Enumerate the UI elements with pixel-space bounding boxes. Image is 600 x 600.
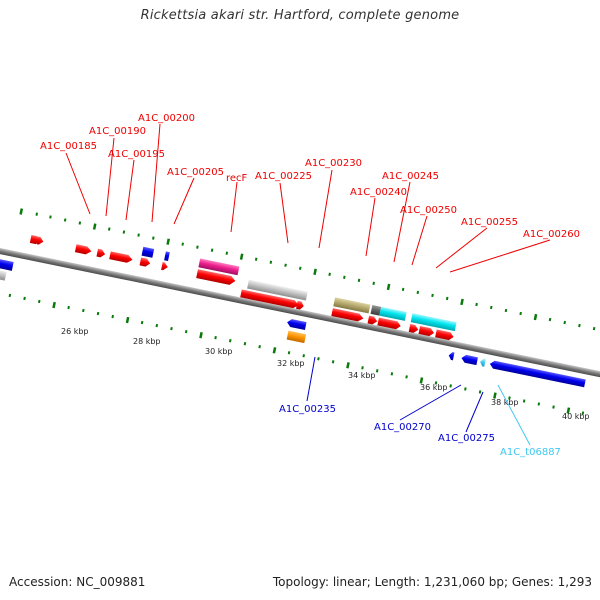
gene-arrow[interactable] (96, 248, 106, 258)
gene-arrow[interactable] (377, 317, 401, 330)
gene-labels-top: A1C_00185 A1C_00190 A1C_00195 A1C_00200 … (40, 113, 580, 240)
genome-backbone (0, 243, 600, 383)
gene-label[interactable]: A1C_00195 (108, 149, 165, 160)
gene-label[interactable]: A1C_00270 (374, 422, 431, 433)
gene-label[interactable]: A1C_00225 (255, 171, 312, 182)
gene-arrow[interactable] (418, 326, 434, 337)
gene-labels-bottom: A1C_00235 A1C_00270 A1C_00275 A1C_t06887 (279, 404, 561, 458)
gene-label[interactable]: A1C_00275 (438, 433, 495, 444)
feature-blue[interactable] (164, 251, 170, 262)
accession-text: Accession: NC_009881 (9, 575, 146, 589)
feature-magenta[interactable] (198, 258, 240, 276)
tick-label: 38 kbp (491, 398, 519, 407)
feature-cyan[interactable] (379, 306, 407, 321)
tick-label: 40 kbp (562, 412, 590, 421)
gene-label[interactable]: A1C_00255 (461, 217, 518, 228)
feature-dark-grey[interactable] (370, 305, 382, 316)
gene-label[interactable]: A1C_00205 (167, 167, 224, 178)
gene-label[interactable]: A1C_00250 (400, 205, 457, 216)
gene-arrow[interactable] (74, 244, 92, 255)
tick-label: 30 kbp (205, 347, 233, 356)
gene-label[interactable]: A1C_00190 (89, 126, 146, 137)
gene-leader-lines-top (65, 123, 551, 273)
feature-grey[interactable] (247, 279, 308, 301)
gene-arrow-reverse[interactable] (489, 360, 586, 388)
topology-summary: Topology: linear; Length: 1,231,060 bp; … (272, 575, 592, 589)
feature-blue[interactable] (141, 246, 155, 258)
reverse-strand-row (0, 256, 586, 388)
feature-khaki[interactable] (333, 297, 371, 314)
trna-arrow-reverse[interactable] (479, 358, 486, 367)
gene-label[interactable]: A1C_00185 (40, 141, 97, 152)
map-frame (0, 208, 600, 415)
gene-arrow[interactable] (36, 236, 44, 245)
gene-leader-lines-bottom (306, 356, 531, 446)
gene-label[interactable]: A1C_00260 (523, 229, 580, 240)
tick-label: 36 kbp (420, 383, 448, 392)
feature-grey[interactable] (0, 267, 7, 281)
gene-label[interactable]: A1C_00235 (279, 404, 336, 415)
tick-label: 32 kbp (277, 359, 305, 368)
gene-arrow[interactable] (240, 289, 299, 309)
gene-arrow-reverse[interactable] (448, 351, 455, 361)
gene-arrow[interactable] (331, 308, 364, 322)
gene-label[interactable]: A1C_t06887 (500, 447, 561, 458)
gene-arrow[interactable] (109, 251, 133, 263)
forward-strand-row-2 (141, 246, 454, 341)
gene-arrow-reverse[interactable] (461, 354, 478, 366)
tick-label: 26 kbp (61, 327, 89, 336)
tick-label: 34 kbp (348, 371, 376, 380)
gene-arrow[interactable] (408, 324, 419, 334)
gene-label[interactable]: A1C_00240 (350, 187, 407, 198)
lower-tick-track (8, 293, 585, 415)
gene-arrow[interactable] (161, 261, 168, 271)
gene-arrow-reverse[interactable] (286, 318, 307, 330)
gene-arrow[interactable] (296, 300, 304, 310)
gene-arrow[interactable] (139, 257, 151, 268)
feature-orange[interactable] (286, 330, 307, 344)
gene-label[interactable]: A1C_00200 (138, 113, 195, 124)
gene-arrow[interactable] (196, 269, 236, 286)
gene-label[interactable]: A1C_00230 (305, 158, 362, 169)
gene-label[interactable]: recF (226, 173, 248, 184)
upper-tick-track (19, 208, 596, 331)
feature-blue[interactable] (0, 256, 14, 271)
axis-tick-labels: 26 kbp 28 kbp 30 kbp 32 kbp 34 kbp 36 kb… (61, 327, 590, 421)
gene-arrow[interactable] (367, 315, 378, 326)
map-title: Rickettsia akari str. Hartford, complete… (140, 8, 460, 23)
gene-arrow[interactable] (435, 329, 454, 341)
tick-label: 28 kbp (133, 337, 161, 346)
feature-cyan[interactable] (410, 313, 457, 332)
forward-strand-row-1 (29, 235, 457, 332)
gene-label[interactable]: A1C_00245 (382, 171, 439, 182)
